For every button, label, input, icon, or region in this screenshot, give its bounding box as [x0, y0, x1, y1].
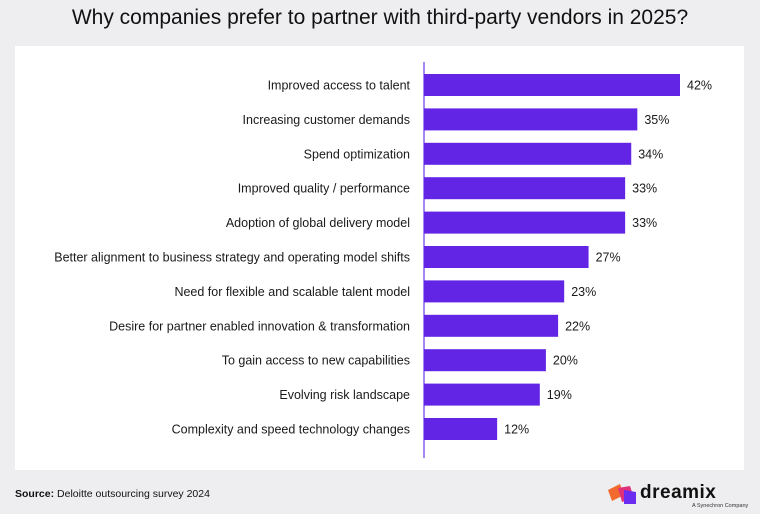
bar [424, 177, 626, 200]
brand-tagline: A Synechron Company [692, 503, 749, 509]
category-label: Improved quality / performance [238, 182, 410, 196]
bar [424, 142, 632, 165]
category-label: Increasing customer demands [243, 113, 410, 127]
bar-chart: Improved access to talent 42% Increasing c… [54, 62, 712, 458]
data-label: 12% [504, 423, 529, 437]
bar [424, 418, 498, 440]
brand-logo: dreamix A Synechron Company [606, 482, 749, 512]
data-label: 33% [632, 182, 657, 196]
bar [424, 74, 680, 96]
dreamix-logo-icon [608, 484, 636, 504]
bar [424, 108, 638, 131]
bar [424, 211, 626, 234]
category-label: Better alignment to business strategy an… [54, 251, 410, 265]
category-label: Evolving risk landscape [279, 388, 410, 402]
bar [424, 280, 565, 303]
data-label: 19% [547, 388, 572, 402]
chart-panel: Improved access to talent 42% Increasing c… [15, 46, 744, 470]
data-label: 23% [571, 285, 596, 299]
bar [424, 314, 559, 337]
source-text: Deloitte outsourcing survey 2024 [57, 488, 210, 500]
source-label: Source: [15, 488, 55, 500]
data-label: 34% [638, 147, 663, 161]
data-label: 22% [565, 319, 590, 333]
chart-title: Why companies prefer to partner with thi… [71, 6, 689, 29]
source-note: Source: Deloitte outsourcing survey 2024 [15, 488, 210, 500]
category-label: To gain access to new capabilities [222, 354, 410, 368]
data-label: 42% [687, 79, 712, 93]
category-label: Improved access to talent [268, 79, 411, 93]
bar [424, 349, 546, 372]
data-label: 27% [596, 251, 621, 265]
category-label: Adoption of global delivery model [226, 216, 410, 230]
bar [424, 246, 589, 268]
category-label: Spend optimization [304, 147, 410, 161]
category-label: Need for flexible and scalable talent mo… [174, 285, 410, 299]
brand-name: dreamix [640, 482, 717, 503]
bar [424, 383, 540, 406]
category-label: Complexity and speed technology changes [172, 423, 410, 437]
data-label: 20% [553, 354, 578, 368]
data-label: 35% [644, 113, 669, 127]
data-label: 33% [632, 216, 657, 230]
category-label: Desire for partner enabled innovation & … [109, 319, 410, 333]
